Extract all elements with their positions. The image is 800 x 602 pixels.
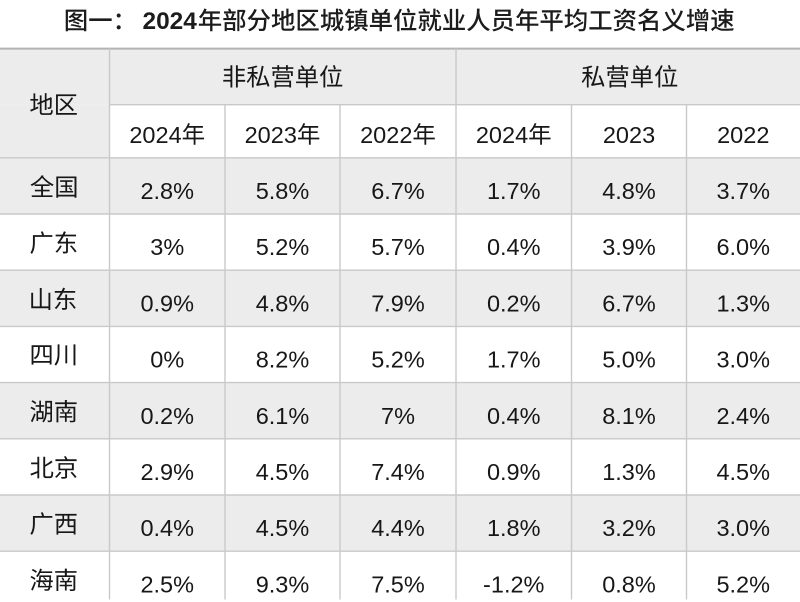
svg-text:0.2%: 0.2% [140,403,194,429]
svg-text:0.4%: 0.4% [140,515,194,541]
svg-text:4.8%: 4.8% [256,290,310,316]
svg-text:0.9%: 0.9% [487,459,541,485]
svg-text:-1.2%: -1.2% [483,571,544,597]
svg-text:2023: 2023 [603,122,655,148]
svg-text:7.9%: 7.9% [371,290,425,316]
svg-text:5.2%: 5.2% [256,234,310,260]
svg-text:6.7%: 6.7% [371,178,425,204]
svg-text:3%: 3% [150,234,184,260]
svg-text:1.7%: 1.7% [487,178,541,204]
svg-text:1.3%: 1.3% [716,290,770,316]
svg-text:5.2%: 5.2% [716,571,770,597]
svg-text:9.3%: 9.3% [256,571,310,597]
svg-text:7.4%: 7.4% [371,459,425,485]
svg-text:4.5%: 4.5% [256,515,310,541]
svg-text:7%: 7% [381,403,415,429]
svg-text:5.7%: 5.7% [371,234,425,260]
svg-text:5.8%: 5.8% [256,178,310,204]
svg-text:8.1%: 8.1% [602,403,656,429]
svg-text:4.8%: 4.8% [602,178,656,204]
svg-text:0.2%: 0.2% [487,290,541,316]
svg-text:4.5%: 4.5% [256,459,310,485]
svg-text:2.4%: 2.4% [716,403,770,429]
svg-text:2024: 2024 [476,122,528,148]
svg-text:2024: 2024 [143,8,198,35]
svg-text:4.5%: 4.5% [716,459,770,485]
svg-text:2.9%: 2.9% [140,459,194,485]
svg-text:6.7%: 6.7% [602,290,656,316]
svg-text:3.7%: 3.7% [716,178,770,204]
svg-text:3.0%: 3.0% [716,347,770,373]
svg-text:2.8%: 2.8% [140,178,194,204]
svg-text:6.0%: 6.0% [716,234,770,260]
svg-text:7.5%: 7.5% [371,571,425,597]
svg-text:3.2%: 3.2% [602,515,656,541]
svg-text:4.4%: 4.4% [371,515,425,541]
svg-text:1.3%: 1.3% [602,459,656,485]
svg-text:3.0%: 3.0% [716,515,770,541]
svg-text:1.8%: 1.8% [487,515,541,541]
svg-text:2022: 2022 [717,122,769,148]
svg-text:8.2%: 8.2% [256,347,310,373]
svg-text:2024: 2024 [129,122,181,148]
svg-text:0%: 0% [150,347,184,373]
svg-text:5.2%: 5.2% [371,347,425,373]
svg-text:2022: 2022 [360,122,412,148]
svg-text:0.4%: 0.4% [487,234,541,260]
svg-text:2023: 2023 [245,122,297,148]
svg-text:1.7%: 1.7% [487,347,541,373]
svg-text:0.9%: 0.9% [140,290,194,316]
svg-text:6.1%: 6.1% [256,403,310,429]
svg-text:0.4%: 0.4% [487,403,541,429]
svg-text:0.8%: 0.8% [602,571,656,597]
svg-text:2.5%: 2.5% [140,571,194,597]
svg-text:5.0%: 5.0% [602,347,656,373]
svg-text:3.9%: 3.9% [602,234,656,260]
